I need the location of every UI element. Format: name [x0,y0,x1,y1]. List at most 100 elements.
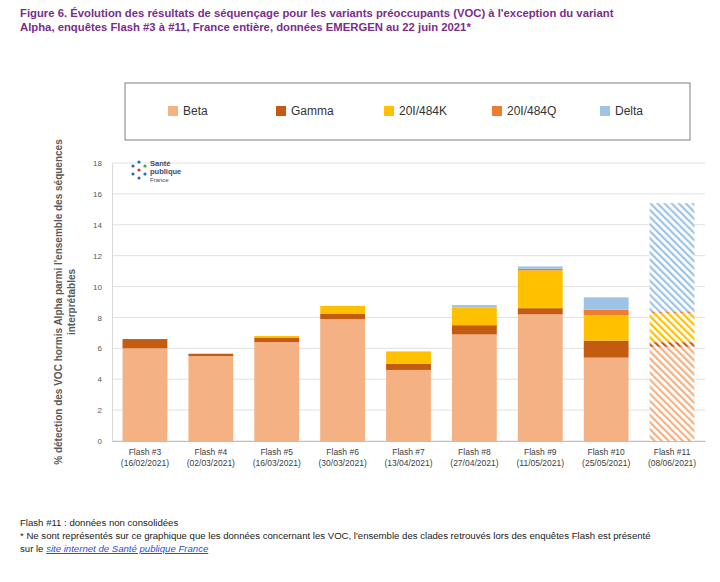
legend-label: 20I/484K [399,104,447,118]
y-tick-label: 14 [93,221,102,230]
bar-segment [123,339,168,348]
x-tick-label: Flash #10(25/05/2021) [582,447,630,468]
bar-segment [188,353,233,354]
footnote: Flash #11 : données non consolidées [20,517,178,528]
bar-segment [518,270,563,308]
legend-label: 20I/484Q [507,104,556,118]
bar-segment [452,305,497,307]
x-tick: Flash #5(16/03/2021) [253,441,301,468]
x-tick: Flash #7(13/04/2021) [384,441,432,468]
y-tick-label: 4 [98,375,103,384]
grid-line [112,193,705,194]
bar-segment [650,311,695,313]
bar-segment [584,297,629,309]
bar-segment [386,351,431,352]
y-axis-title: % détection des VOC hormis Alpha parmi l… [53,139,77,465]
logo-dot [131,172,134,175]
bar-segment [518,266,563,268]
y-tick: 10 [93,283,112,292]
x-tick: Flash #9(11/05/2021) [516,441,564,468]
logo-dot [137,168,140,171]
x-tick-label: Flash #7(13/04/2021) [384,447,432,468]
y-tick: 8 [98,314,112,323]
grid-line [112,224,705,225]
grid-line [112,255,705,256]
x-tick: Flash #3(16/02/2021) [121,441,169,468]
bar-segment [320,305,365,306]
y-axis-line [112,164,113,442]
legend-label: Gamma [291,104,334,118]
y-tick-label: 2 [98,406,103,415]
bar-segment [584,341,629,358]
grid-line [112,286,705,287]
legend-frame [125,83,690,140]
legend-swatch [276,106,286,116]
footnote: sur le [20,543,46,554]
y-tick: 6 [98,344,112,353]
x-tick-label: Flash #9(11/05/2021) [516,447,564,468]
bar-segment [254,342,299,441]
x-tick-label: Flash #3(16/02/2021) [121,447,169,468]
bar-segment [518,314,563,441]
bar-segment [386,351,431,352]
x-axis-line [113,441,706,442]
footnote: * Ne sont représentés sur ce graphique q… [20,530,651,541]
y-tick: 16 [93,190,112,199]
logo-text: France [150,177,169,183]
bars [123,203,695,441]
bar-segment [123,339,168,340]
bar-segment [584,310,629,315]
y-tick-label: 12 [93,252,102,261]
bar-segment [254,336,299,338]
legend-swatch [384,106,394,116]
y-tick: 2 [98,406,112,415]
y-tick-label: 16 [93,190,102,199]
x-axis: Flash #3(16/02/2021) Flash #4(02/03/2021)… [113,441,706,468]
y-tick-label: 10 [93,283,102,292]
bar-segment [650,347,695,441]
logo: SantépubliqueFrance [131,159,181,183]
x-tick: Flash #10(25/05/2021) [582,441,630,468]
x-tick-label: Flash #5(16/03/2021) [253,447,301,468]
bar-segment [452,307,497,325]
bar-segment [452,325,497,334]
bar-segment [188,353,233,354]
bar-segment [320,305,365,306]
link[interactable]: site internet de Santé publique France [46,543,208,554]
bar-segment [254,335,299,336]
bar-segment [320,319,365,441]
title: Figure 6. Évolution des résultats de séq… [20,7,614,33]
x-tick: Flash #4(02/03/2021) [187,441,235,468]
bar-segment [650,342,695,347]
logo-dot [143,164,146,167]
x-tick-label: Flash #8(27/04/2021) [450,447,498,468]
grid-line [112,163,705,164]
x-tick-label: Flash #6(30/03/2021) [319,447,367,468]
bar-segment [650,203,695,311]
x-tick: Flash #6(30/03/2021) [319,441,367,468]
x-tick-label: Flash #11(08/06/2021) [648,447,696,468]
bar-segment [386,370,431,441]
footnote-line: sur le site internet de Santé publique F… [20,543,208,554]
logo-text: publique [150,167,181,176]
legend-swatch [168,106,178,116]
bar-segment [188,354,233,356]
x-tick: Flash #8(27/04/2021) [450,441,498,468]
y-axis: 024681012141618 [93,159,112,446]
legend: BetaGamma20I/484K20I/484QDelta [125,83,690,140]
bar-segment [452,334,497,441]
bar-segment [518,308,563,314]
bar-segment [188,356,233,441]
logo-dot [137,176,140,179]
logo-dot [131,164,134,167]
logo-dot [143,172,146,175]
bar-segment [386,364,431,370]
y-tick: 14 [93,221,112,230]
legend-swatch [492,106,502,116]
x-tick: Flash #11(08/06/2021) [648,441,696,468]
bar-segment [320,306,365,314]
y-tick: 0 [98,437,112,446]
legend-label: Delta [615,104,643,118]
legend-swatch [600,106,610,116]
bar-segment [123,348,168,441]
